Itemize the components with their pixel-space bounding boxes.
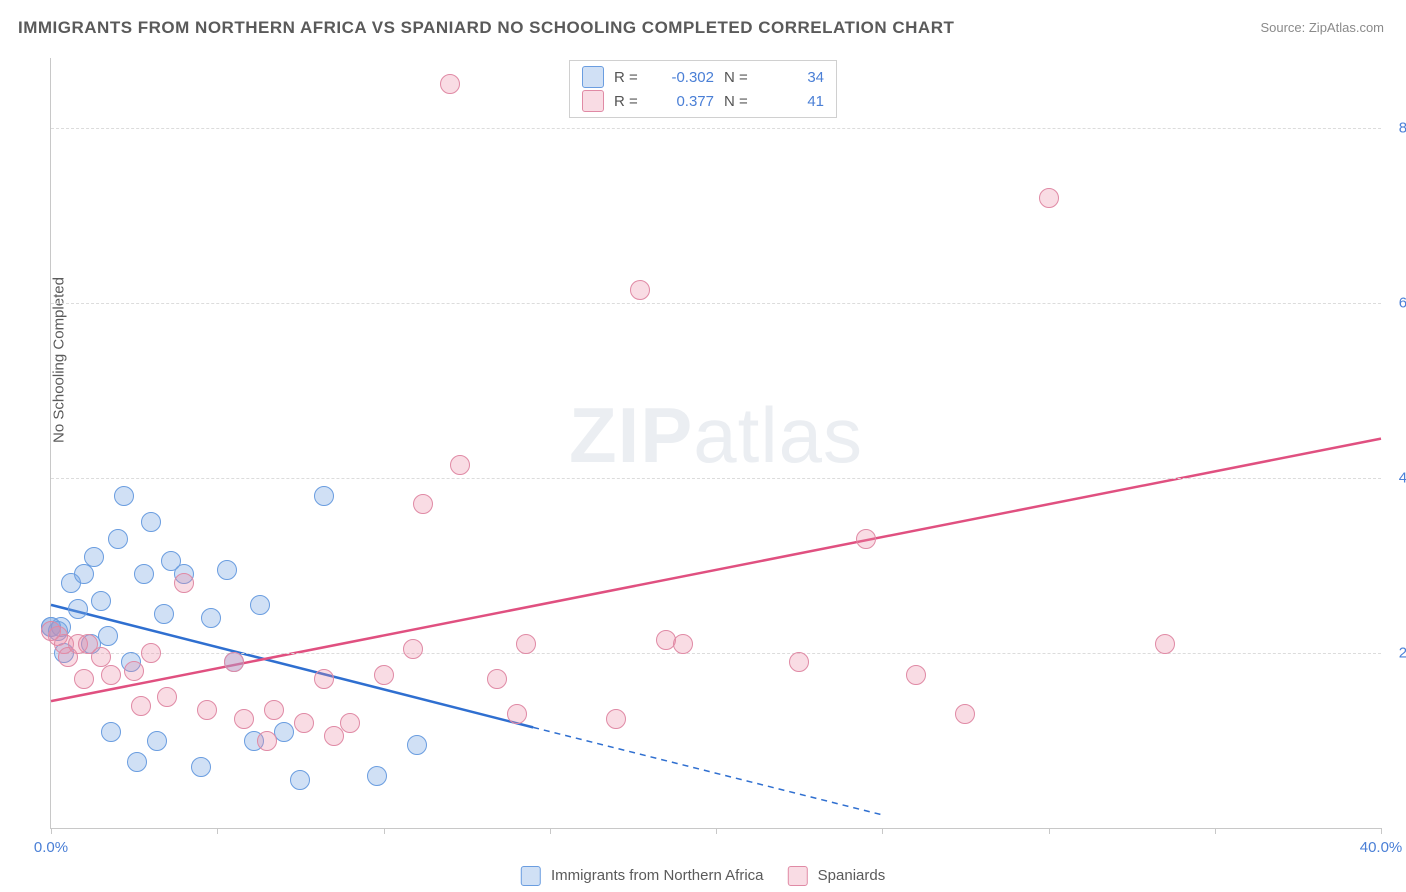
x-tick bbox=[882, 828, 883, 834]
data-point-blue bbox=[108, 529, 128, 549]
data-point-pink bbox=[606, 709, 626, 729]
data-point-blue bbox=[154, 604, 174, 624]
legend-item-pink: Spaniards bbox=[788, 866, 886, 886]
data-point-blue bbox=[217, 560, 237, 580]
trend-line bbox=[533, 727, 882, 815]
y-tick-label: 2.0% bbox=[1399, 645, 1406, 662]
data-point-pink bbox=[507, 704, 527, 724]
x-tick-label: 0.0% bbox=[34, 839, 68, 856]
series-legend: Immigrants from Northern Africa Spaniard… bbox=[521, 866, 885, 886]
data-point-pink bbox=[673, 634, 693, 654]
data-point-pink bbox=[413, 494, 433, 514]
legend-r-label: R = bbox=[614, 93, 644, 110]
x-tick bbox=[1049, 828, 1050, 834]
data-point-pink bbox=[1155, 634, 1175, 654]
data-point-pink bbox=[340, 713, 360, 733]
legend-item-blue: Immigrants from Northern Africa bbox=[521, 866, 764, 886]
data-point-pink bbox=[516, 634, 536, 654]
correlation-legend: R = -0.302 N = 34 R = 0.377 N = 41 bbox=[569, 60, 837, 118]
data-point-pink bbox=[101, 665, 121, 685]
data-point-blue bbox=[114, 486, 134, 506]
data-point-blue bbox=[141, 512, 161, 532]
data-point-pink bbox=[856, 529, 876, 549]
data-point-pink bbox=[124, 661, 144, 681]
plot-area: No Schooling Completed ZIPatlas 2.0%4.0%… bbox=[50, 58, 1381, 829]
legend-swatch-pink-bottom bbox=[788, 866, 808, 886]
data-point-pink bbox=[789, 652, 809, 672]
legend-swatch-blue bbox=[582, 66, 604, 88]
data-point-blue bbox=[147, 731, 167, 751]
x-tick bbox=[550, 828, 551, 834]
x-tick bbox=[1215, 828, 1216, 834]
data-point-pink bbox=[314, 669, 334, 689]
data-point-pink bbox=[197, 700, 217, 720]
data-point-blue bbox=[367, 766, 387, 786]
data-point-blue bbox=[290, 770, 310, 790]
data-point-blue bbox=[314, 486, 334, 506]
gridline bbox=[51, 303, 1381, 304]
data-point-blue bbox=[84, 547, 104, 567]
x-tick bbox=[384, 828, 385, 834]
data-point-pink bbox=[174, 573, 194, 593]
data-point-pink bbox=[1039, 188, 1059, 208]
legend-row-blue: R = -0.302 N = 34 bbox=[582, 65, 824, 89]
chart-title: IMMIGRANTS FROM NORTHERN AFRICA VS SPANI… bbox=[18, 18, 954, 38]
data-point-blue bbox=[201, 608, 221, 628]
data-point-pink bbox=[141, 643, 161, 663]
legend-swatch-pink bbox=[582, 90, 604, 112]
data-point-pink bbox=[955, 704, 975, 724]
data-point-pink bbox=[224, 652, 244, 672]
data-point-pink bbox=[324, 726, 344, 746]
data-point-blue bbox=[407, 735, 427, 755]
legend-n-value-pink: 41 bbox=[764, 93, 824, 110]
legend-swatch-blue-bottom bbox=[521, 866, 541, 886]
data-point-pink bbox=[487, 669, 507, 689]
data-point-blue bbox=[68, 599, 88, 619]
data-point-pink bbox=[630, 280, 650, 300]
x-tick bbox=[1381, 828, 1382, 834]
gridline bbox=[51, 653, 1381, 654]
data-point-pink bbox=[450, 455, 470, 475]
data-point-blue bbox=[134, 564, 154, 584]
data-point-pink bbox=[234, 709, 254, 729]
legend-n-value-blue: 34 bbox=[764, 69, 824, 86]
legend-label-pink: Spaniards bbox=[818, 867, 886, 884]
data-point-blue bbox=[250, 595, 270, 615]
gridline bbox=[51, 478, 1381, 479]
data-point-pink bbox=[131, 696, 151, 716]
data-point-pink bbox=[157, 687, 177, 707]
data-point-pink bbox=[906, 665, 926, 685]
x-tick bbox=[217, 828, 218, 834]
data-point-pink bbox=[264, 700, 284, 720]
x-tick-label: 40.0% bbox=[1360, 839, 1403, 856]
data-point-pink bbox=[294, 713, 314, 733]
y-tick-label: 4.0% bbox=[1399, 470, 1406, 487]
y-tick-label: 8.0% bbox=[1399, 120, 1406, 137]
data-point-blue bbox=[74, 564, 94, 584]
x-tick bbox=[716, 828, 717, 834]
data-point-pink bbox=[403, 639, 423, 659]
legend-n-label: N = bbox=[724, 93, 754, 110]
data-point-blue bbox=[98, 626, 118, 646]
data-point-blue bbox=[101, 722, 121, 742]
data-point-pink bbox=[74, 669, 94, 689]
legend-row-pink: R = 0.377 N = 41 bbox=[582, 89, 824, 113]
source-label: Source: ZipAtlas.com bbox=[1260, 20, 1384, 35]
data-point-blue bbox=[191, 757, 211, 777]
legend-n-label: N = bbox=[724, 69, 754, 86]
data-point-blue bbox=[91, 591, 111, 611]
data-point-pink bbox=[440, 74, 460, 94]
gridline bbox=[51, 128, 1381, 129]
data-point-pink bbox=[257, 731, 277, 751]
data-point-blue bbox=[127, 752, 147, 772]
legend-r-label: R = bbox=[614, 69, 644, 86]
legend-label-blue: Immigrants from Northern Africa bbox=[551, 867, 764, 884]
x-tick bbox=[51, 828, 52, 834]
legend-r-value-pink: 0.377 bbox=[654, 93, 714, 110]
y-tick-label: 6.0% bbox=[1399, 295, 1406, 312]
data-point-pink bbox=[374, 665, 394, 685]
legend-r-value-blue: -0.302 bbox=[654, 69, 714, 86]
